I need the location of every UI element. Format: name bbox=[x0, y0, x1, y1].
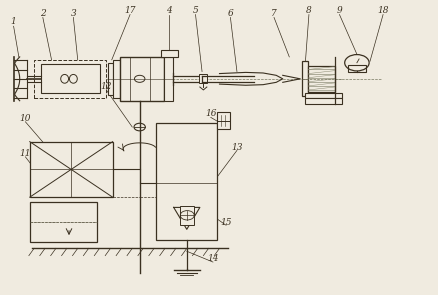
Bar bbox=[199, 74, 207, 83]
Bar bbox=[302, 61, 308, 96]
Text: 15: 15 bbox=[220, 217, 231, 227]
Bar bbox=[113, 60, 120, 98]
Bar bbox=[120, 57, 163, 101]
Text: 11: 11 bbox=[20, 149, 31, 158]
Text: 8: 8 bbox=[305, 6, 311, 15]
Bar bbox=[41, 64, 99, 94]
Text: 9: 9 bbox=[336, 6, 342, 15]
Text: 4: 4 bbox=[166, 6, 172, 15]
Bar bbox=[34, 60, 106, 98]
Bar bbox=[160, 50, 178, 57]
Bar bbox=[304, 93, 341, 98]
Text: 17: 17 bbox=[124, 6, 135, 15]
Text: 10: 10 bbox=[20, 114, 31, 123]
Text: 1: 1 bbox=[11, 17, 17, 26]
Text: 5: 5 bbox=[192, 6, 198, 15]
Text: 13: 13 bbox=[231, 143, 242, 152]
Bar bbox=[308, 66, 334, 92]
Bar bbox=[217, 112, 230, 129]
Bar bbox=[304, 99, 341, 104]
Text: 18: 18 bbox=[377, 6, 388, 15]
Text: 14: 14 bbox=[207, 254, 218, 263]
Bar bbox=[156, 123, 217, 240]
Text: 3: 3 bbox=[71, 9, 76, 18]
Bar bbox=[347, 65, 365, 71]
Text: 2: 2 bbox=[40, 9, 46, 18]
Text: 16: 16 bbox=[205, 109, 216, 118]
Text: 12: 12 bbox=[100, 82, 112, 91]
Bar bbox=[108, 63, 113, 95]
Text: 6: 6 bbox=[227, 9, 233, 18]
Bar bbox=[163, 57, 173, 101]
Bar bbox=[180, 206, 194, 225]
Bar bbox=[30, 142, 113, 197]
Bar bbox=[30, 201, 97, 242]
Text: 7: 7 bbox=[271, 9, 276, 18]
